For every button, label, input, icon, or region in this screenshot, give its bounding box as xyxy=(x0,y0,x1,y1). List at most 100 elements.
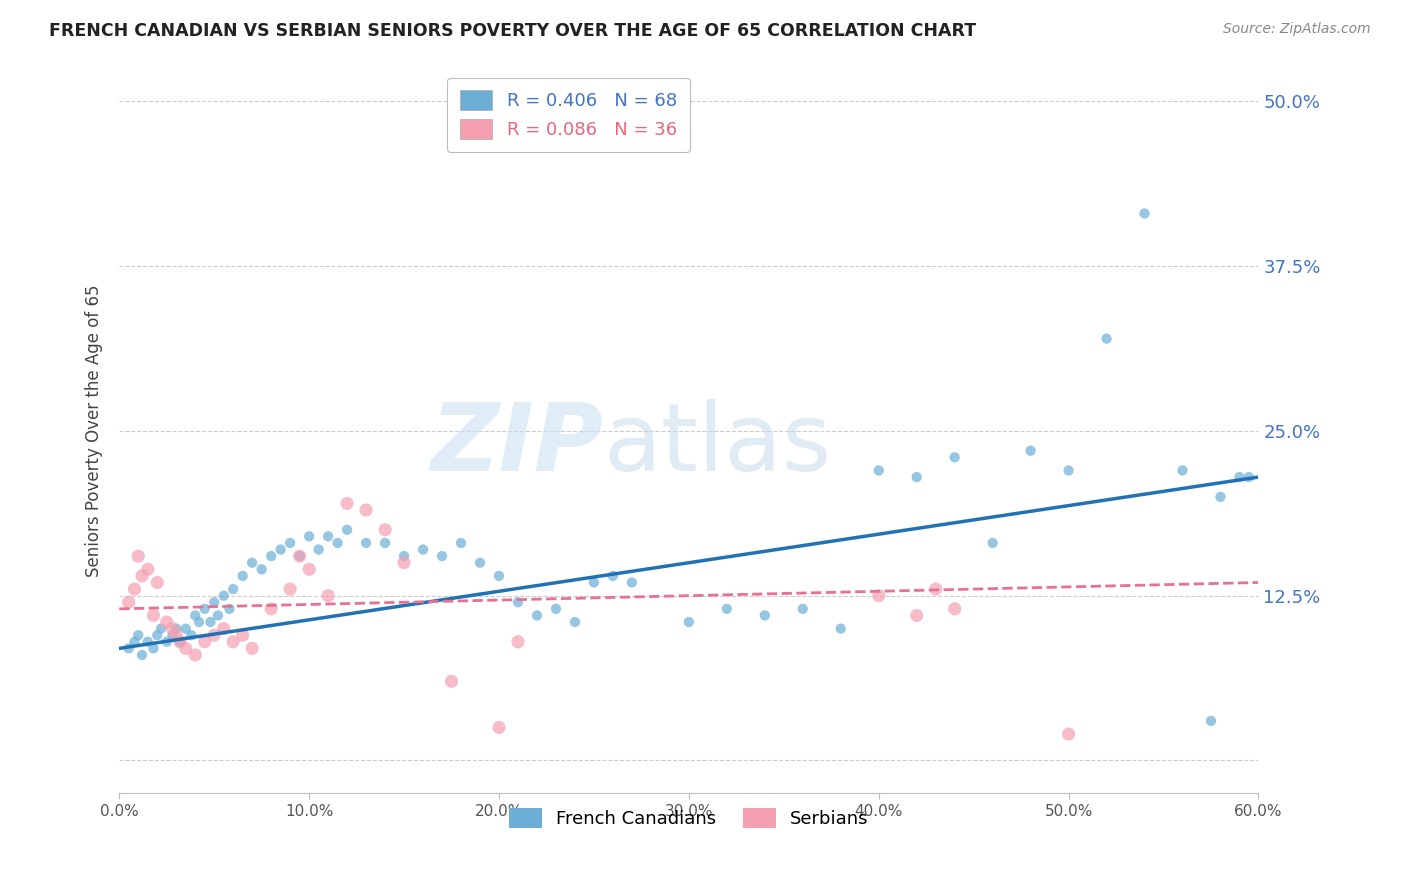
Point xyxy=(240,641,263,656)
Point xyxy=(124,582,146,596)
Point xyxy=(194,602,217,616)
Point xyxy=(924,582,946,596)
Point xyxy=(118,595,141,609)
Point xyxy=(222,634,245,648)
Point xyxy=(278,536,301,550)
Point xyxy=(124,634,146,648)
Point xyxy=(222,582,245,596)
Point xyxy=(250,562,273,576)
Point xyxy=(1209,490,1232,504)
Point xyxy=(142,608,165,623)
Point xyxy=(131,569,153,583)
Point xyxy=(232,628,254,642)
Point xyxy=(162,628,184,642)
Point xyxy=(260,602,283,616)
Text: FRENCH CANADIAN VS SERBIAN SENIORS POVERTY OVER THE AGE OF 65 CORRELATION CHART: FRENCH CANADIAN VS SERBIAN SENIORS POVER… xyxy=(49,22,976,40)
Point xyxy=(169,634,191,648)
Point xyxy=(136,562,159,576)
Point xyxy=(506,595,529,609)
Point xyxy=(118,641,141,656)
Point xyxy=(194,634,217,648)
Point xyxy=(184,648,207,662)
Point xyxy=(136,634,159,648)
Point xyxy=(180,628,202,642)
Point xyxy=(1133,206,1156,220)
Point xyxy=(602,569,624,583)
Point xyxy=(316,529,339,543)
Text: Source: ZipAtlas.com: Source: ZipAtlas.com xyxy=(1223,22,1371,37)
Point xyxy=(212,622,235,636)
Point xyxy=(1019,443,1042,458)
Point xyxy=(1199,714,1222,728)
Point xyxy=(218,602,240,616)
Point xyxy=(162,622,184,636)
Point xyxy=(905,470,928,484)
Point xyxy=(981,536,1004,550)
Point xyxy=(146,575,169,590)
Point xyxy=(868,589,890,603)
Point xyxy=(165,622,187,636)
Point xyxy=(440,674,463,689)
Point xyxy=(260,549,283,563)
Point xyxy=(165,628,187,642)
Point xyxy=(1057,727,1080,741)
Point xyxy=(298,562,321,576)
Point xyxy=(169,634,191,648)
Text: atlas: atlas xyxy=(603,400,832,491)
Point xyxy=(582,575,605,590)
Point xyxy=(544,602,567,616)
Point xyxy=(127,549,149,563)
Point xyxy=(146,628,169,642)
Point xyxy=(270,542,292,557)
Point xyxy=(188,615,211,629)
Point xyxy=(156,615,179,629)
Point xyxy=(131,648,153,662)
Point xyxy=(207,608,229,623)
Point xyxy=(450,536,472,550)
Point xyxy=(488,569,510,583)
Point xyxy=(392,556,415,570)
Point xyxy=(374,536,396,550)
Point xyxy=(288,549,311,563)
Point xyxy=(174,641,197,656)
Point xyxy=(127,628,149,642)
Point xyxy=(526,608,548,623)
Point xyxy=(374,523,396,537)
Point xyxy=(156,634,179,648)
Point xyxy=(308,542,330,557)
Point xyxy=(316,589,339,603)
Point xyxy=(868,463,890,477)
Point xyxy=(830,622,852,636)
Point xyxy=(150,622,173,636)
Point xyxy=(430,549,453,563)
Point xyxy=(1237,470,1260,484)
Point xyxy=(506,634,529,648)
Point xyxy=(943,602,966,616)
Point xyxy=(278,582,301,596)
Point xyxy=(354,503,377,517)
Point xyxy=(412,542,434,557)
Point xyxy=(298,529,321,543)
Point xyxy=(202,595,225,609)
Point xyxy=(792,602,814,616)
Point xyxy=(212,589,235,603)
Point xyxy=(392,549,415,563)
Legend: French Canadians, Serbians: French Canadians, Serbians xyxy=(502,801,876,835)
Point xyxy=(202,628,225,642)
Point xyxy=(326,536,349,550)
Point xyxy=(240,556,263,570)
Point xyxy=(905,608,928,623)
Text: ZIP: ZIP xyxy=(430,400,603,491)
Point xyxy=(184,608,207,623)
Point xyxy=(142,641,165,656)
Point xyxy=(354,536,377,550)
Point xyxy=(716,602,738,616)
Point xyxy=(1057,463,1080,477)
Point xyxy=(943,450,966,465)
Point xyxy=(336,496,359,510)
Point xyxy=(232,569,254,583)
Point xyxy=(336,523,359,537)
Point xyxy=(564,615,586,629)
Point xyxy=(468,556,491,570)
Point xyxy=(754,608,776,623)
